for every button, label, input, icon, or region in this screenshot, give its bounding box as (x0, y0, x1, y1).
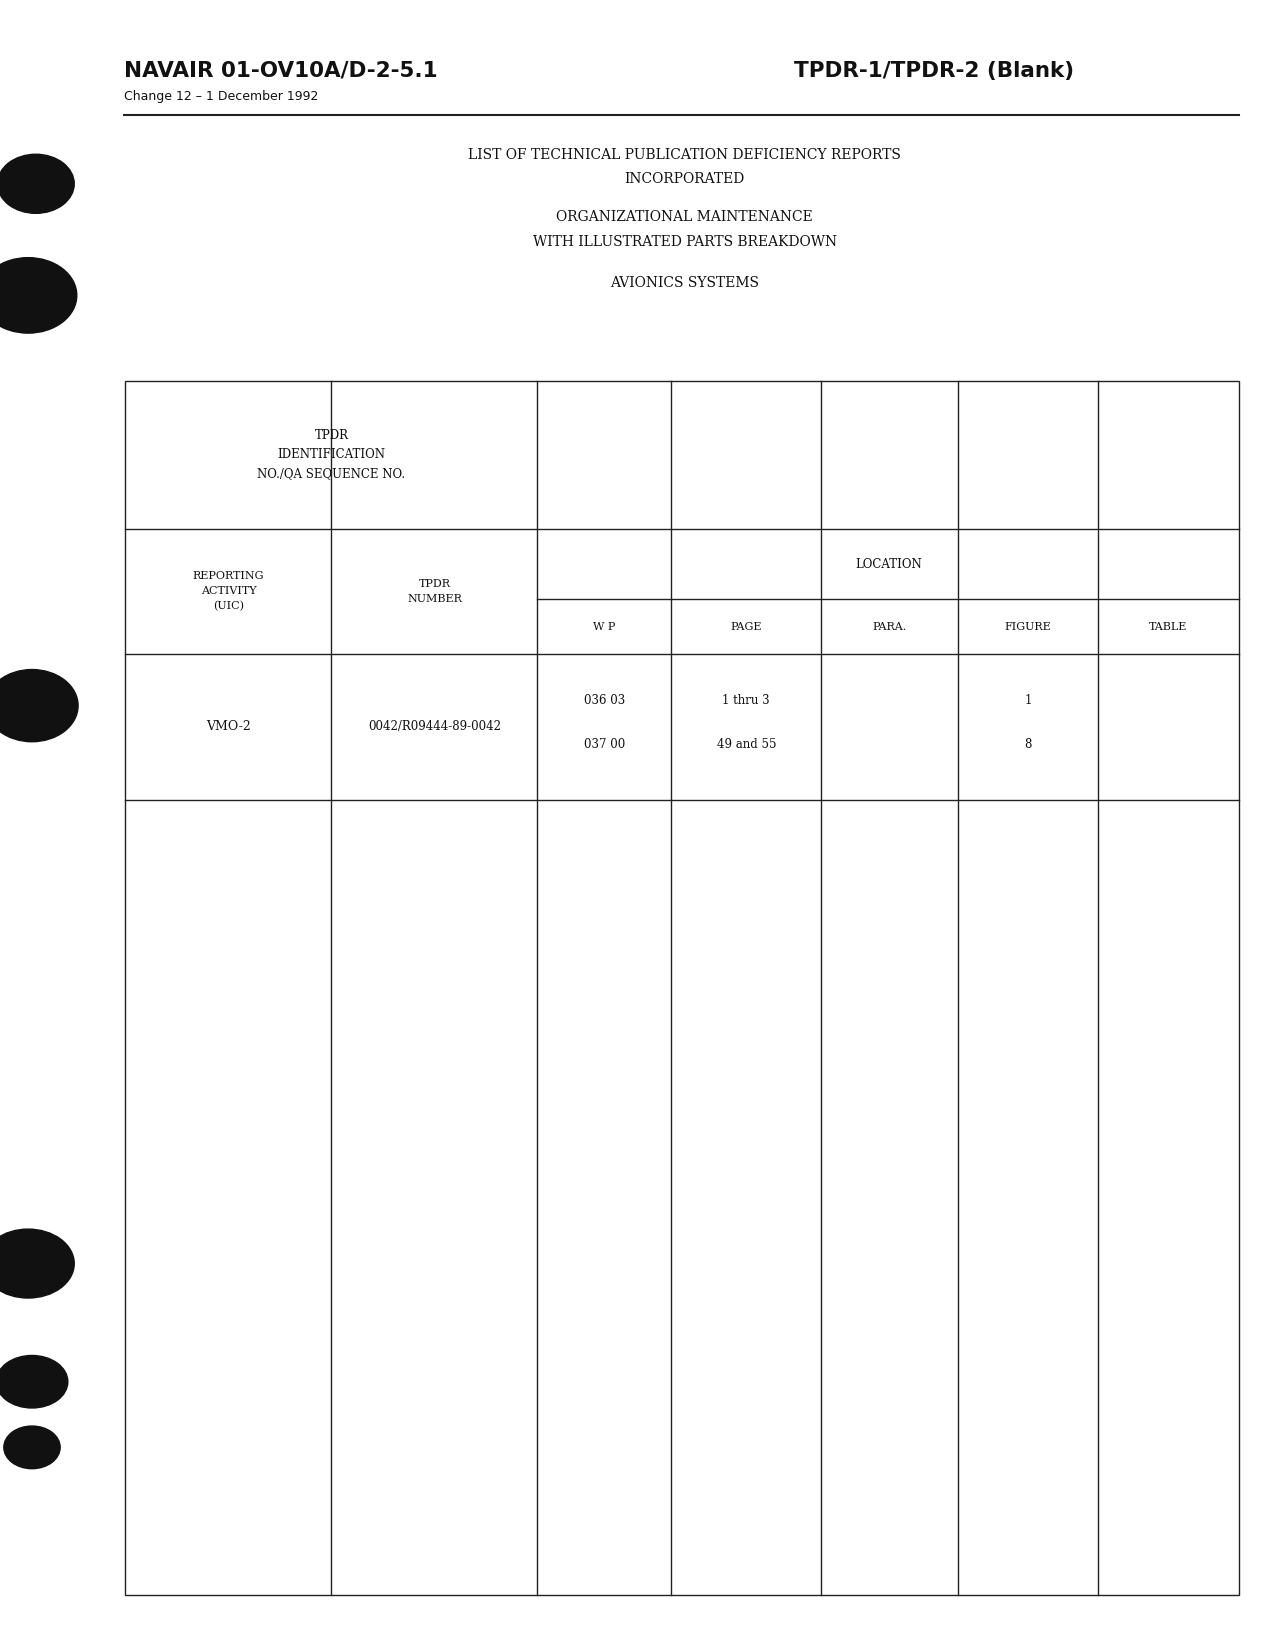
Text: 0042/R09444-89-0042: 0042/R09444-89-0042 (367, 720, 500, 734)
Text: NAVAIR 01-OV10A/D-2-5.1: NAVAIR 01-OV10A/D-2-5.1 (124, 61, 438, 80)
Text: 036 03: 036 03 (584, 694, 625, 707)
Text: TPDR
IDENTIFICATION
NO./QA SEQUENCE NO.: TPDR IDENTIFICATION NO./QA SEQUENCE NO. (257, 430, 406, 481)
Text: TPDR-1/TPDR-2 (Blank): TPDR-1/TPDR-2 (Blank) (794, 61, 1074, 80)
Text: TABLE: TABLE (1149, 622, 1188, 632)
Text: Change 12 – 1 December 1992: Change 12 – 1 December 1992 (124, 90, 319, 103)
Text: INCORPORATED: INCORPORATED (625, 172, 745, 187)
Text: VMO-2: VMO-2 (206, 720, 251, 734)
Text: LIST OF TECHNICAL PUBLICATION DEFICIENCY REPORTS: LIST OF TECHNICAL PUBLICATION DEFICIENCY… (468, 148, 901, 162)
Text: 49 and 55: 49 and 55 (717, 738, 776, 752)
Ellipse shape (0, 258, 77, 333)
Text: REPORTING
ACTIVITY
(UIC): REPORTING ACTIVITY (UIC) (193, 571, 264, 612)
Ellipse shape (0, 1355, 68, 1408)
Text: ORGANIZATIONAL MAINTENANCE: ORGANIZATIONAL MAINTENANCE (557, 210, 813, 225)
Text: FIGURE: FIGURE (1005, 622, 1051, 632)
Ellipse shape (4, 1426, 60, 1469)
Ellipse shape (0, 154, 74, 213)
Text: 037 00: 037 00 (584, 738, 625, 752)
Ellipse shape (0, 1229, 74, 1298)
Bar (125, 381, 1239, 1595)
Text: TPDR
NUMBER: TPDR NUMBER (407, 579, 462, 604)
Ellipse shape (0, 670, 78, 742)
Text: 8: 8 (1024, 738, 1032, 752)
Text: PARA.: PARA. (873, 622, 908, 632)
Text: PAGE: PAGE (731, 622, 762, 632)
Text: W P: W P (593, 622, 616, 632)
Text: 1 thru 3: 1 thru 3 (722, 694, 771, 707)
Text: LOCATION: LOCATION (855, 558, 922, 571)
Text: 1: 1 (1024, 694, 1032, 707)
Text: AVIONICS SYSTEMS: AVIONICS SYSTEMS (611, 276, 759, 290)
Text: WITH ILLUSTRATED PARTS BREAKDOWN: WITH ILLUSTRATED PARTS BREAKDOWN (532, 235, 837, 249)
